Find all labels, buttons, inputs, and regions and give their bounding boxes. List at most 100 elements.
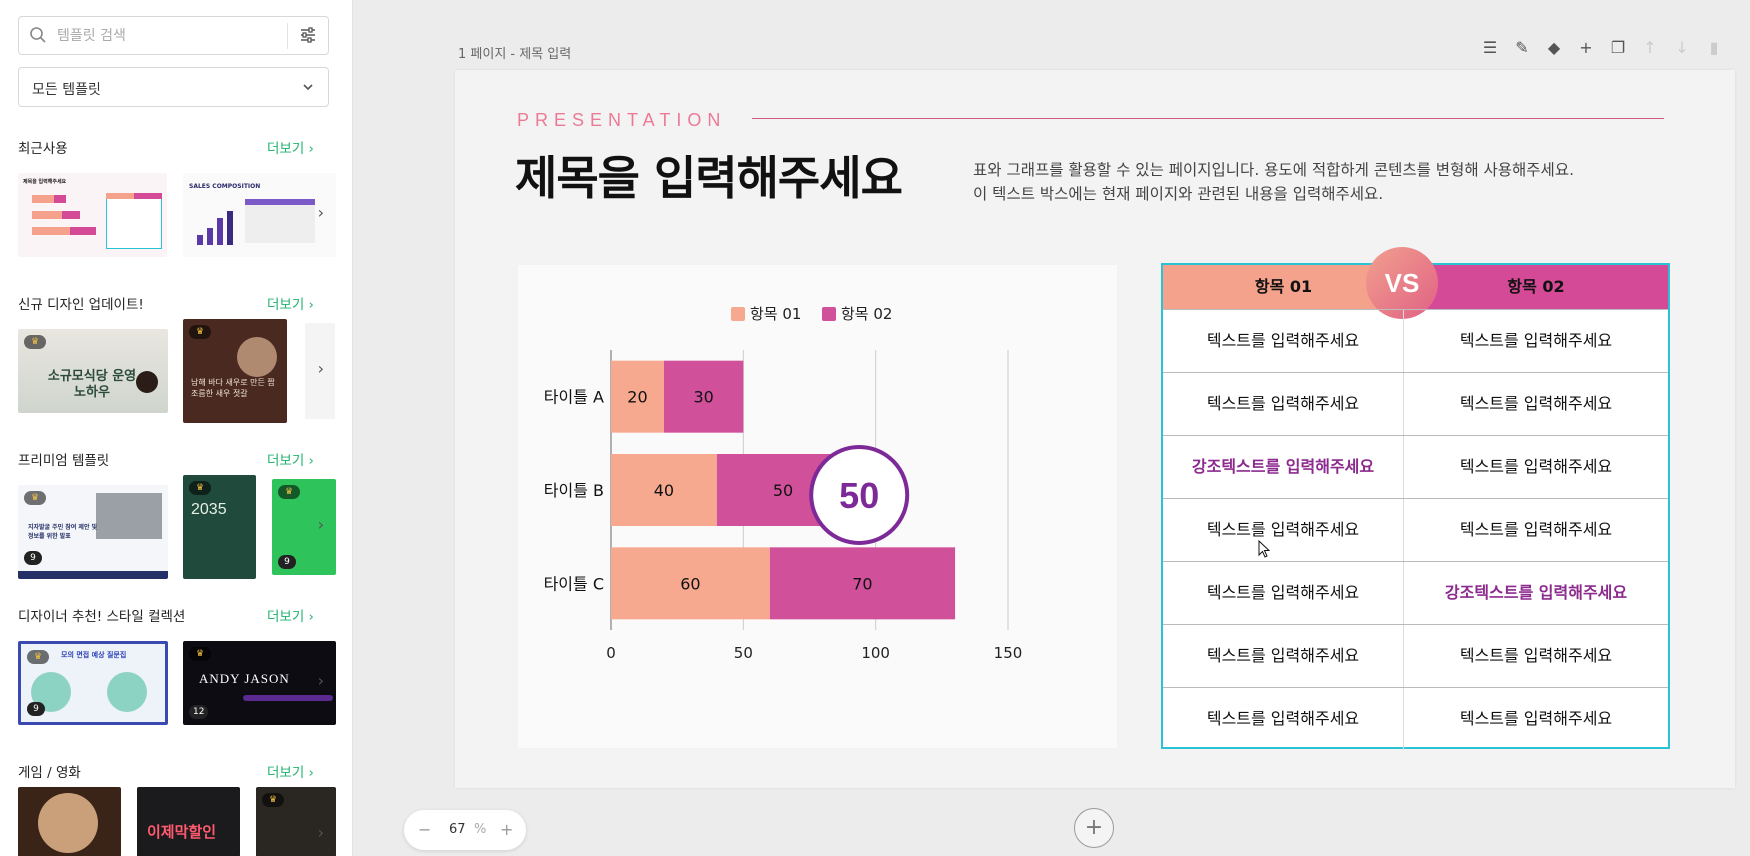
legend-label: 항목 02 xyxy=(841,305,892,323)
table-cell[interactable]: 텍스트를 입력해주세요 xyxy=(1459,457,1613,476)
crown-icon: ♛ xyxy=(278,485,300,499)
template-thumb[interactable]: ♛ 9 xyxy=(272,479,336,575)
section-game-movie: 게임 / 영화 더보기 › 이제막할인 ♛ › xyxy=(18,761,336,856)
comparison-table[interactable]: 항목 01 항목 02 VS 텍스트를 입력해주세요 텍스트를 입력해주세요 텍… xyxy=(1161,247,1670,750)
highlight-value: 50 xyxy=(839,475,879,516)
thumb-row: 지자발굴 주민 참여 제안 및 정보를 위한 발표 ♛ 9 2035 ♛ ♛ 9… xyxy=(18,475,336,581)
table-header-1: 항목 01 xyxy=(1163,265,1404,309)
more-link[interactable]: 더보기 › xyxy=(267,141,314,157)
more-link[interactable]: 더보기 › xyxy=(267,453,314,469)
bar xyxy=(769,547,956,620)
template-thumb[interactable]: 2035 ♛ xyxy=(183,475,256,579)
fill-icon[interactable]: ◆ xyxy=(1547,38,1561,57)
table-cell[interactable]: 텍스트를 입력해주세요 xyxy=(1163,625,1404,687)
table-cell[interactable]: 텍스트를 입력해주세요 xyxy=(1163,499,1404,561)
table-cell[interactable]: 텍스트를 입력해주세요 xyxy=(1459,709,1613,728)
sliders-icon[interactable] xyxy=(299,26,317,48)
thumb-row: 이제막할인 ♛ › xyxy=(18,787,336,856)
chevron-right-icon[interactable]: › xyxy=(317,359,324,378)
bar xyxy=(611,454,717,526)
template-thumb[interactable]: 지자발굴 주민 참여 제안 및 정보를 위한 발표 ♛ 9 xyxy=(18,485,168,579)
section-title: 프리미엄 템플릿 xyxy=(18,453,110,469)
table-cell-emphasis[interactable]: 강조텍스트를 입력해주세요 xyxy=(1444,583,1628,602)
template-category-select[interactable]: 모든 템플릿 xyxy=(18,67,329,107)
zoom-value[interactable]: 67 xyxy=(449,822,466,837)
template-thumb[interactable]: ♛ xyxy=(256,787,336,856)
page-label: 1 페이지 - 제목 입력 xyxy=(458,47,572,62)
more-link[interactable]: 더보기 › xyxy=(267,297,314,313)
category-label: 타이틀 B xyxy=(544,481,604,500)
note-icon[interactable]: ☰ xyxy=(1482,38,1498,57)
table-cell[interactable]: 텍스트를 입력해주세요 xyxy=(1459,520,1613,539)
x-tick-label: 0 xyxy=(606,644,616,662)
zoom-in-button[interactable]: + xyxy=(500,820,514,839)
chevron-down-icon xyxy=(302,81,314,97)
template-thumb[interactable]: 제목을 입력해주세요 xyxy=(18,173,167,257)
table-cell[interactable]: 텍스트를 입력해주세요 xyxy=(1459,646,1613,665)
section-title: 신규 디자인 업데이트! xyxy=(18,297,144,313)
bar-chart[interactable]: 0 50 100 150 항목 01 항목 02 타이틀 A 20 30 타이틀 B 40 50 50 타… xyxy=(518,265,1117,748)
thumb-row: 모의 면접 예상 질문집 ♛ 9 ANDY JASON ♛ 12 › xyxy=(18,631,336,737)
vs-badge: VS xyxy=(1366,247,1438,319)
add-icon[interactable]: + xyxy=(1579,38,1593,57)
table-cell[interactable]: 텍스트를 입력해주세요 xyxy=(1163,562,1404,624)
trash-icon[interactable]: ▮ xyxy=(1709,38,1719,57)
table-row: 텍스트를 입력해주세요 텍스트를 입력해주세요 xyxy=(1163,309,1668,372)
table-cell[interactable]: 텍스트를 입력해주세요 xyxy=(1459,394,1613,413)
template-thumb[interactable] xyxy=(18,787,121,856)
arrow-up-icon[interactable]: ↑ xyxy=(1643,38,1657,57)
section-title: 게임 / 영화 xyxy=(18,765,81,781)
chevron-right-icon[interactable]: › xyxy=(317,515,324,534)
bar xyxy=(611,547,770,620)
bar-value-label: 60 xyxy=(680,574,700,593)
table-cell[interactable]: 텍스트를 입력해주세요 xyxy=(1459,331,1613,350)
crown-icon: ♛ xyxy=(189,647,211,661)
legend-swatch xyxy=(731,307,745,321)
category-label: 타이틀 A xyxy=(544,388,604,407)
bar-chart-svg: 0 50 100 150 항목 01 항목 02 타이틀 A 20 30 타이틀 B 40 50 50 타… xyxy=(544,305,1023,662)
table-cell[interactable]: 텍스트를 입력해주세요 xyxy=(1163,310,1404,372)
table-header-2: 항목 02 xyxy=(1404,265,1668,309)
table-cell[interactable]: 텍스트를 입력해주세요 xyxy=(1163,373,1404,435)
arrow-down-icon[interactable]: ↓ xyxy=(1675,38,1689,57)
bar xyxy=(663,360,744,433)
bar-value-label: 70 xyxy=(852,574,872,593)
slide-description[interactable]: 표와 그래프를 활용할 수 있는 페이지입니다. 용도에 적합하게 콘텐츠를 변… xyxy=(973,158,1693,206)
slide-canvas[interactable]: PRESENTATION 제목을 입력해주세요 표와 그래프를 활용할 수 있는… xyxy=(455,70,1735,788)
zoom-out-button[interactable]: − xyxy=(418,820,432,839)
chevron-right-icon[interactable]: › xyxy=(317,671,324,690)
template-thumb[interactable]: SALES COMPOSITION xyxy=(183,173,336,257)
add-page-button[interactable]: + xyxy=(1074,808,1114,848)
slide-title[interactable]: 제목을 입력해주세요 xyxy=(515,151,903,205)
search-divider xyxy=(287,23,288,49)
chevron-right-icon[interactable]: › xyxy=(317,203,324,222)
style-icon[interactable]: ✎ xyxy=(1515,38,1529,57)
more-link[interactable]: 더보기 › xyxy=(267,609,314,625)
bar xyxy=(611,360,664,433)
table-cell-emphasis[interactable]: 강조텍스트를 입력해주세요 xyxy=(1163,436,1404,498)
template-thumb[interactable]: 남해 바다 새우로 만든 짭조름한 새우 젓갈 ♛ xyxy=(183,319,287,423)
legend-label: 항목 01 xyxy=(750,305,801,323)
table-cell[interactable]: 텍스트를 입력해주세요 xyxy=(1163,688,1404,750)
bar-value-label: 30 xyxy=(693,388,713,407)
copy-icon[interactable]: ❐ xyxy=(1610,38,1626,57)
table-row: 텍스트를 입력해주세요 텍스트를 입력해주세요 xyxy=(1163,498,1668,561)
more-link[interactable]: 더보기 › xyxy=(267,765,314,781)
page-count-badge: 9 xyxy=(27,702,45,716)
page-count-badge: 9 xyxy=(278,555,296,569)
search-box xyxy=(18,16,329,55)
zoom-unit: % xyxy=(474,822,487,837)
template-thumb[interactable]: 소규모식당 운영노하우 ♛ xyxy=(18,329,168,413)
mouse-cursor-icon xyxy=(1258,539,1271,562)
template-search-input[interactable] xyxy=(57,25,287,47)
template-thumb[interactable]: 이제막할인 xyxy=(137,787,240,856)
page-count-badge: 12 xyxy=(189,705,209,719)
description-line-2: 이 텍스트 박스에는 현재 페이지와 관련된 내용을 입력해주세요. xyxy=(973,185,1384,203)
crown-icon: ♛ xyxy=(24,335,46,349)
chevron-right-icon[interactable]: › xyxy=(317,823,324,842)
template-thumb[interactable]: ANDY JASON ♛ 12 xyxy=(183,641,336,725)
template-thumb[interactable] xyxy=(305,323,335,419)
section-title: 최근사용 xyxy=(18,141,68,157)
category-label: 타이틀 C xyxy=(544,574,604,593)
template-thumb[interactable]: 모의 면접 예상 질문집 ♛ 9 xyxy=(18,641,168,725)
